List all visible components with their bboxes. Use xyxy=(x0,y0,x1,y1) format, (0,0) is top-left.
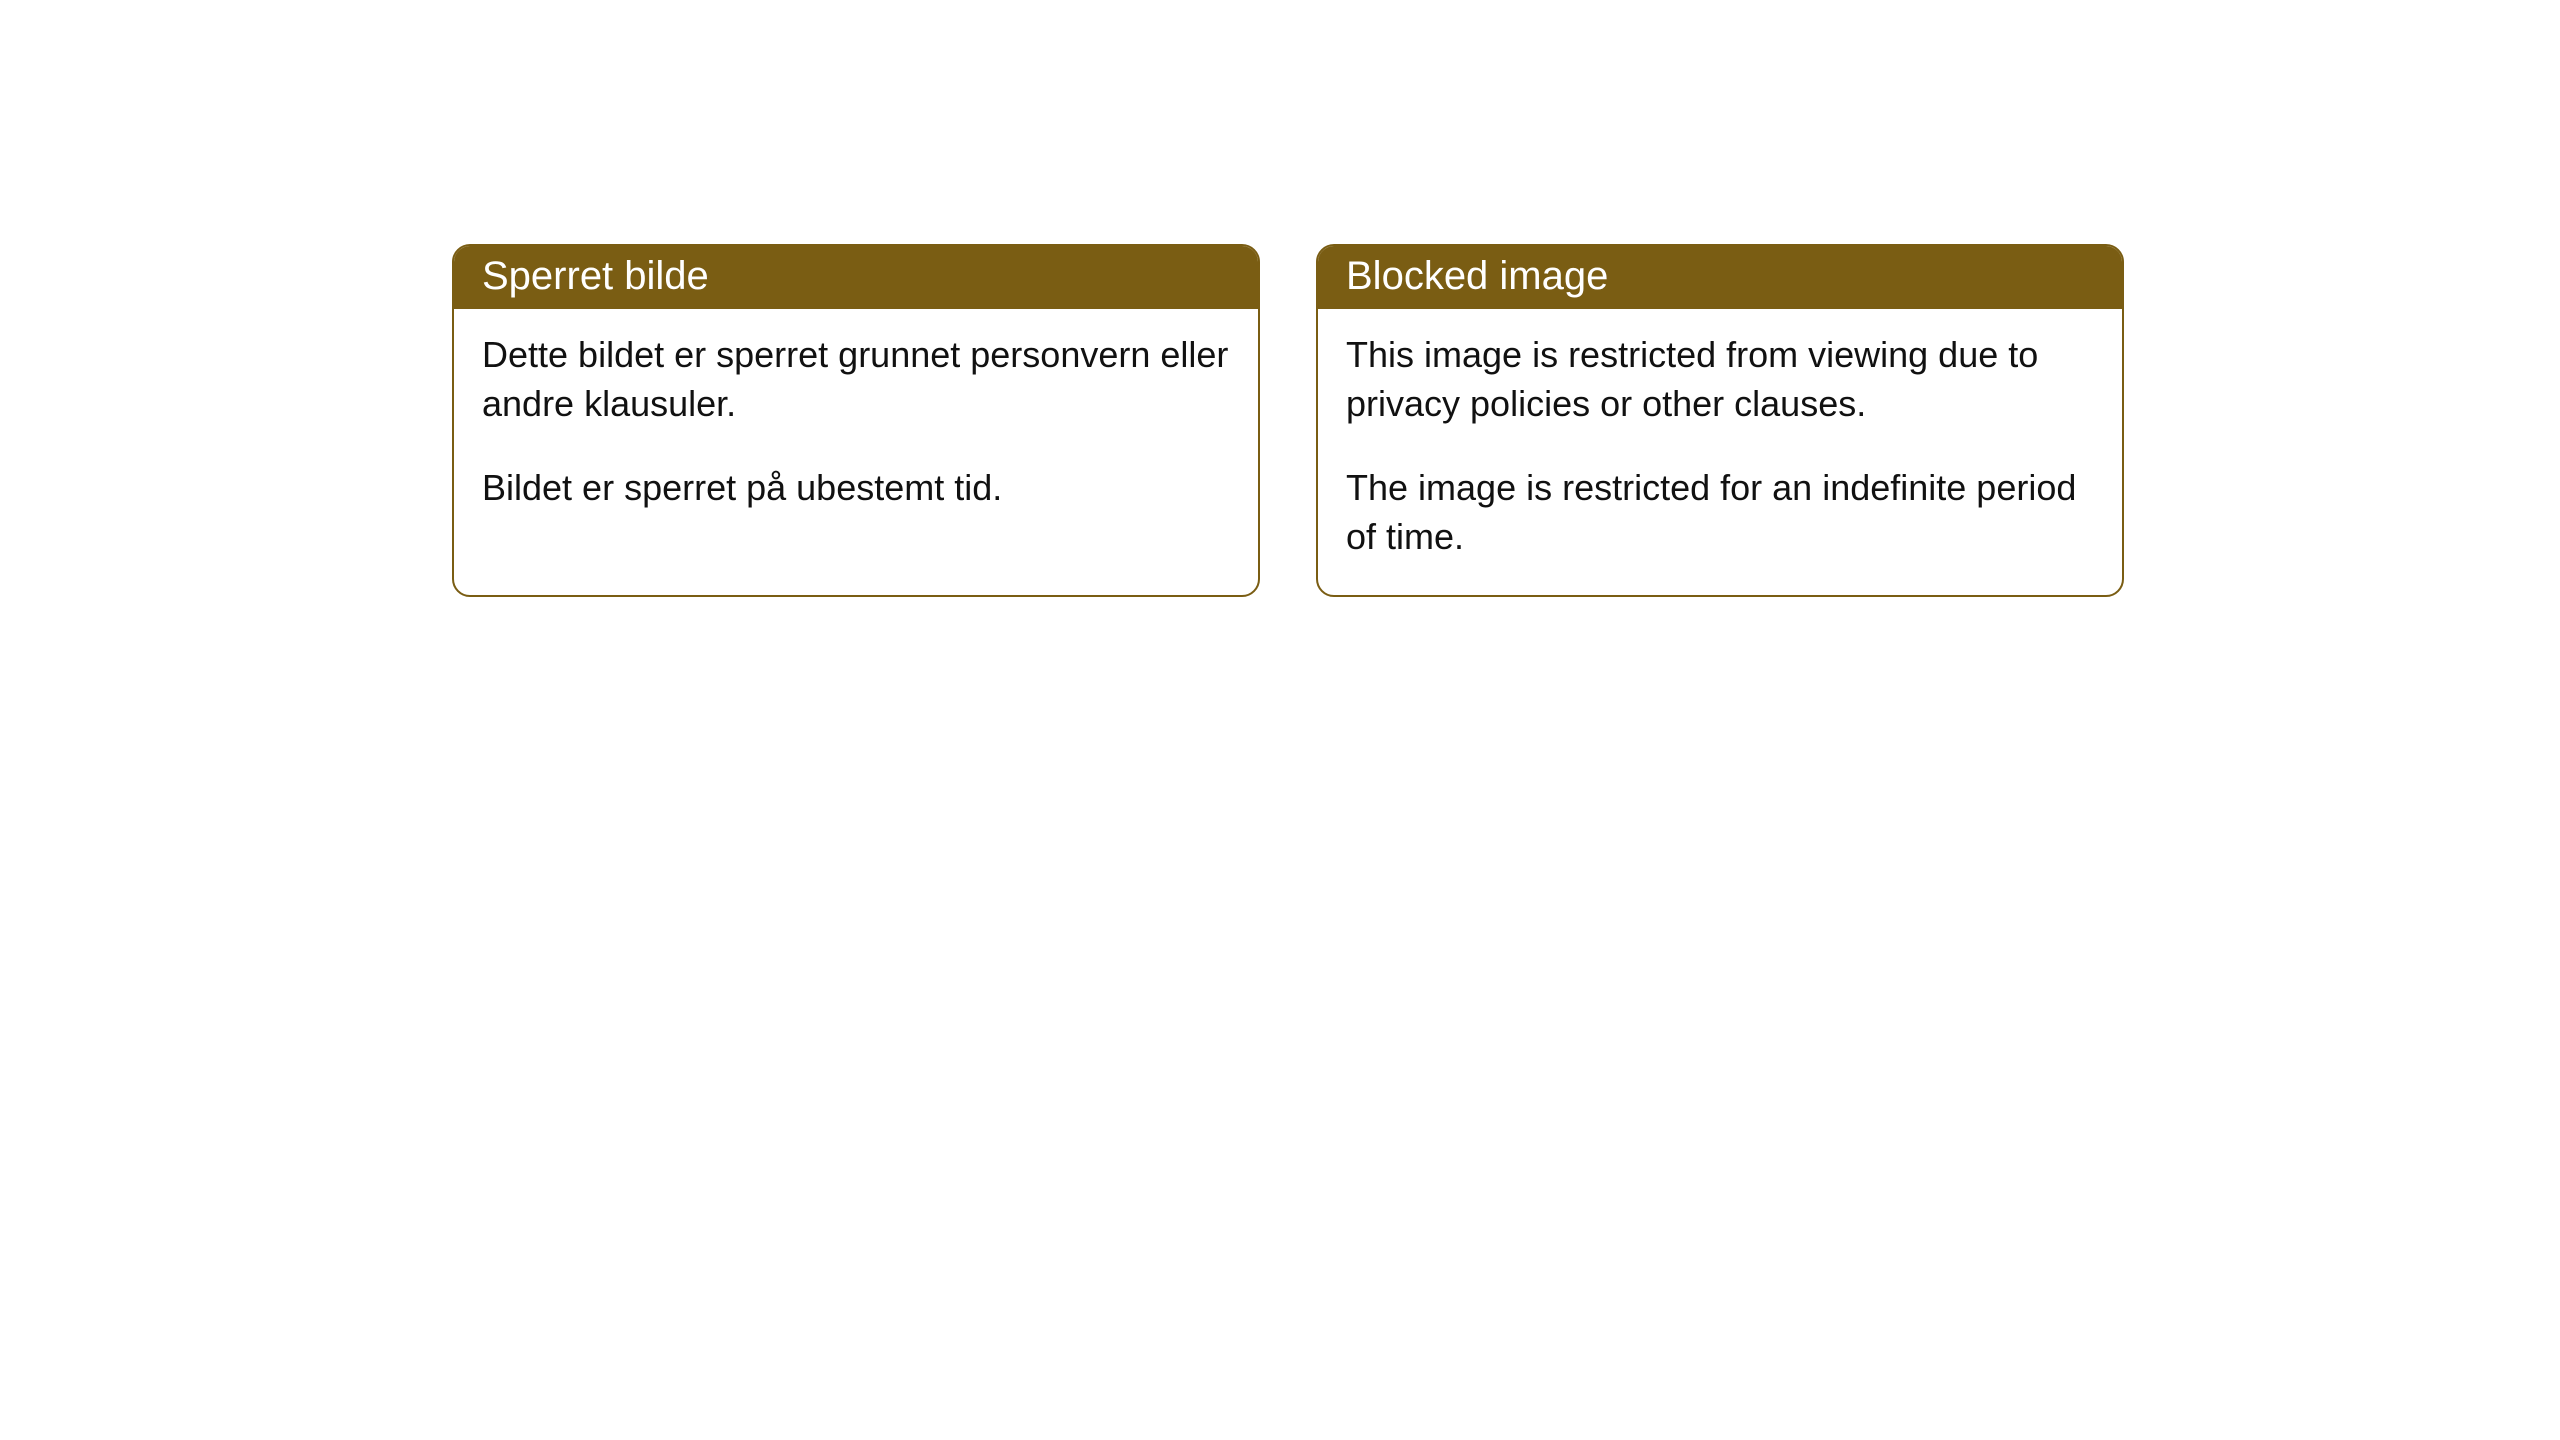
card-english: Blocked image This image is restricted f… xyxy=(1316,244,2124,597)
card-body-english: This image is restricted from viewing du… xyxy=(1318,309,2122,595)
card-norwegian: Sperret bilde Dette bildet er sperret gr… xyxy=(452,244,1260,597)
card-header-norwegian: Sperret bilde xyxy=(454,246,1258,309)
card-body-norwegian: Dette bildet er sperret grunnet personve… xyxy=(454,309,1258,547)
card-title-norwegian: Sperret bilde xyxy=(482,254,709,298)
card-paragraph1-norwegian: Dette bildet er sperret grunnet personve… xyxy=(482,331,1230,428)
card-paragraph2-norwegian: Bildet er sperret på ubestemt tid. xyxy=(482,464,1230,513)
card-paragraph1-english: This image is restricted from viewing du… xyxy=(1346,331,2094,428)
card-paragraph2-english: The image is restricted for an indefinit… xyxy=(1346,464,2094,561)
cards-container: Sperret bilde Dette bildet er sperret gr… xyxy=(0,0,2560,597)
card-title-english: Blocked image xyxy=(1346,254,1608,298)
card-header-english: Blocked image xyxy=(1318,246,2122,309)
